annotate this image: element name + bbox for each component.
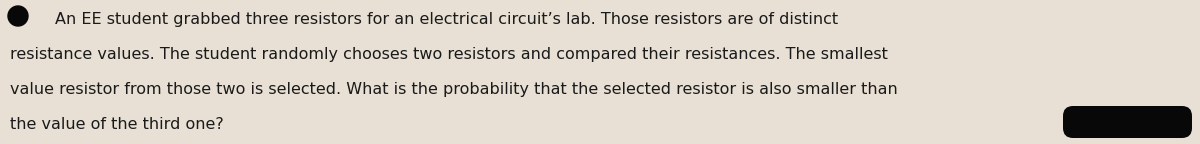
Text: An EE student grabbed three resistors for an electrical circuit’s lab. Those res: An EE student grabbed three resistors fo… [55, 12, 838, 27]
Circle shape [8, 6, 28, 26]
FancyBboxPatch shape [1063, 106, 1192, 138]
Text: the value of the third one?: the value of the third one? [10, 117, 223, 132]
Text: resistance values. The student randomly chooses two resistors and compared their: resistance values. The student randomly … [10, 47, 888, 62]
Text: value resistor from those two is selected. What is the probability that the sele: value resistor from those two is selecte… [10, 82, 898, 97]
